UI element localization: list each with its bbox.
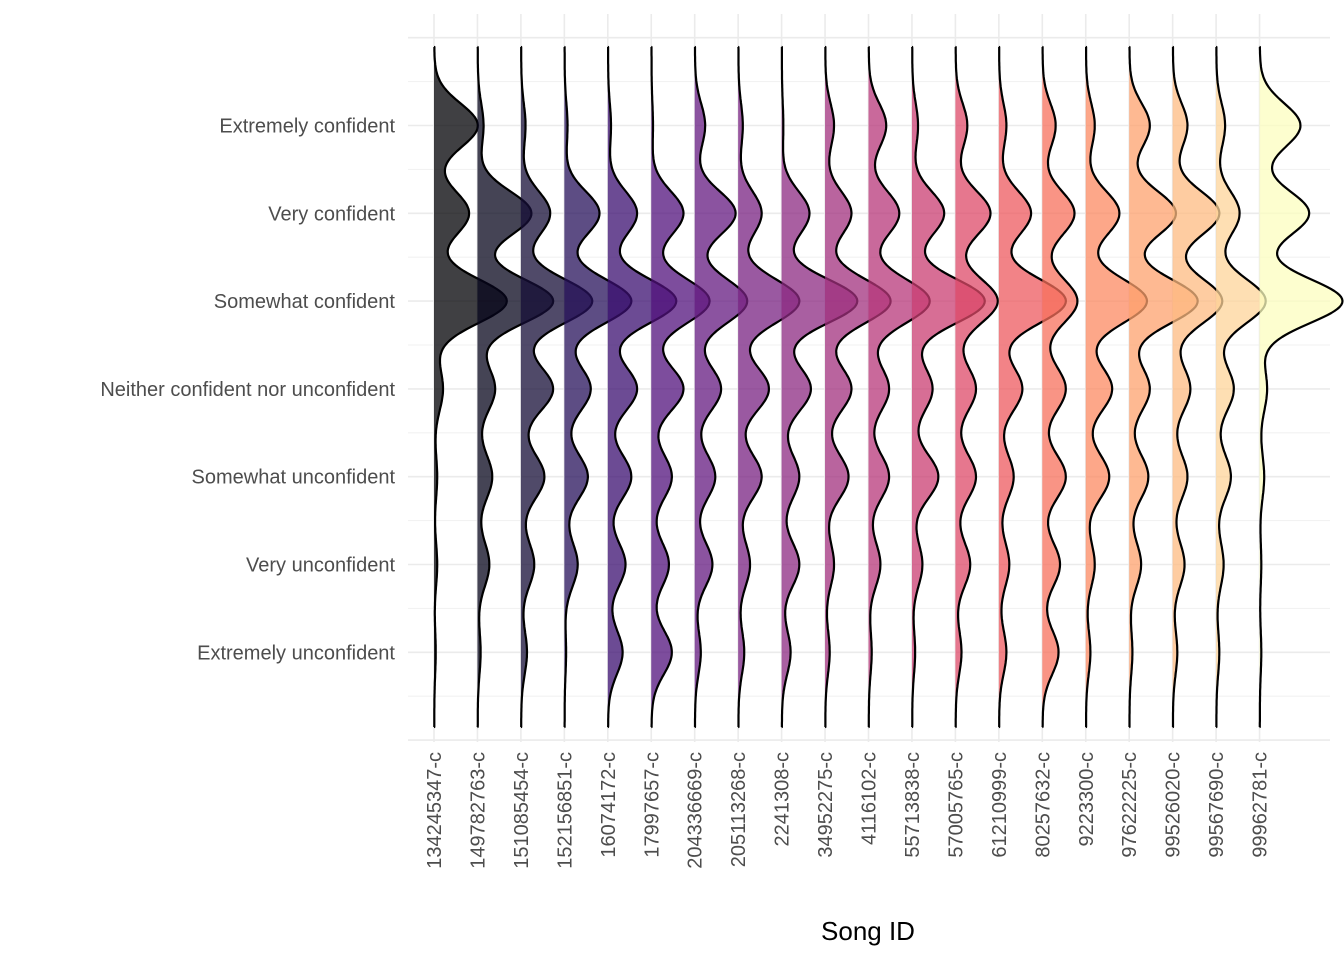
x-tick-label: 99567690-c <box>1206 752 1228 858</box>
ridge-fill-34952275-c <box>825 47 891 727</box>
ridge-outline-9223300-c <box>1085 45 1149 729</box>
x-tick-label: 61210999-c <box>989 752 1011 858</box>
ridge-fill-4116102-c <box>868 47 930 727</box>
ridge-fill-16074172-c <box>607 47 677 727</box>
y-tick-label: Somewhat confident <box>214 291 396 313</box>
ridge-fill-151085454-c <box>520 47 593 727</box>
ridge-outline-4116102-c <box>867 45 931 729</box>
ridge-outline-80257632-c <box>1041 45 1079 729</box>
ridge-outline-2241308-c <box>780 45 859 729</box>
y-tick-label: Very confident <box>268 203 395 225</box>
ridge-outline-205113268-c <box>737 45 801 729</box>
x-tick-label: 97622225-c <box>1119 752 1141 858</box>
ridge-outline-99962781-c <box>1258 45 1344 729</box>
ridge-outline-17997657-c <box>650 45 711 729</box>
x-tick-label: 134245347-c <box>424 752 446 869</box>
ridge-outline-97622225-c <box>1128 45 1199 729</box>
y-tick-label: Very unconfident <box>246 555 395 577</box>
x-tick-label: 152156851-c <box>554 752 576 869</box>
ridge-fill-99962781-c <box>1259 47 1343 727</box>
ridge-fill-152156851-c <box>564 47 632 727</box>
x-tick-label: 80257632-c <box>1032 752 1054 858</box>
x-tick-label: 55713838-c <box>902 752 924 858</box>
x-axis-label: Song ID <box>821 916 915 946</box>
y-tick-label: Neither confident nor unconfident <box>100 379 395 401</box>
x-tick-label: 9223300-c <box>1076 752 1098 847</box>
ridge-outline-16074172-c <box>607 45 678 729</box>
ridge-outline-134245347-c <box>433 45 508 729</box>
ridge-fill-57005765-c <box>955 47 998 727</box>
x-tick-label: 17997657-c <box>641 752 663 858</box>
ridge-fill-2241308-c <box>781 47 858 727</box>
ridge-outline-152156851-c <box>563 45 633 729</box>
x-tick-label: 99526020-c <box>1163 752 1185 858</box>
x-tick-label: 151085454-c <box>511 752 533 869</box>
ridge-fill-55713838-c <box>911 47 985 727</box>
ridge-outline-55713838-c <box>911 45 986 729</box>
ridge-outline-61210999-c <box>998 45 1067 729</box>
ridge-fill-134245347-c <box>434 47 507 727</box>
ridge-outline-99567690-c <box>1215 45 1267 729</box>
x-tick-label: 4116102-c <box>859 752 881 845</box>
ridge-layer <box>433 45 1344 729</box>
y-tick-label: Somewhat unconfident <box>192 467 396 489</box>
ridge-outline-99526020-c <box>1171 45 1224 729</box>
x-tick-labels: 134245347-c 149782763-c 151085454-c 1521568… <box>424 752 1272 869</box>
y-tick-label: Extremely unconfident <box>197 642 395 664</box>
ridge-fill-61210999-c <box>998 47 1066 727</box>
ridge-fill-99567690-c <box>1216 47 1266 727</box>
ridge-outline-204336669-c <box>693 45 749 729</box>
x-tick-label: 16074172-c <box>598 752 620 858</box>
ridge-fill-17997657-c <box>651 47 710 727</box>
ridge-outline-34952275-c <box>824 45 892 729</box>
ridge-outline-151085454-c <box>520 45 594 729</box>
x-tick-label: 99962781-c <box>1250 752 1272 858</box>
x-tick-label: 2241308-c <box>772 752 794 847</box>
ridge-outline-57005765-c <box>954 45 999 729</box>
x-tick-label: 34952275-c <box>815 752 837 858</box>
x-tick-label: 149782763-c <box>467 752 489 869</box>
ridge-fill-99526020-c <box>1172 47 1223 727</box>
ridge-fill-9223300-c <box>1085 47 1147 727</box>
ridge-fill-97622225-c <box>1129 47 1198 727</box>
x-tick-label: 205113268-c <box>728 752 750 867</box>
ridge-fill-149782763-c <box>477 47 554 727</box>
ridge-outline-149782763-c <box>476 45 555 729</box>
y-tick-labels: Extremely unconfident Very unconfident Som… <box>100 116 395 665</box>
x-tick-label: 204336669-c <box>685 752 707 869</box>
x-tick-label: 57005765-c <box>945 752 967 858</box>
ridge-fill-80257632-c <box>1042 47 1078 727</box>
y-tick-label: Extremely confident <box>219 116 395 138</box>
